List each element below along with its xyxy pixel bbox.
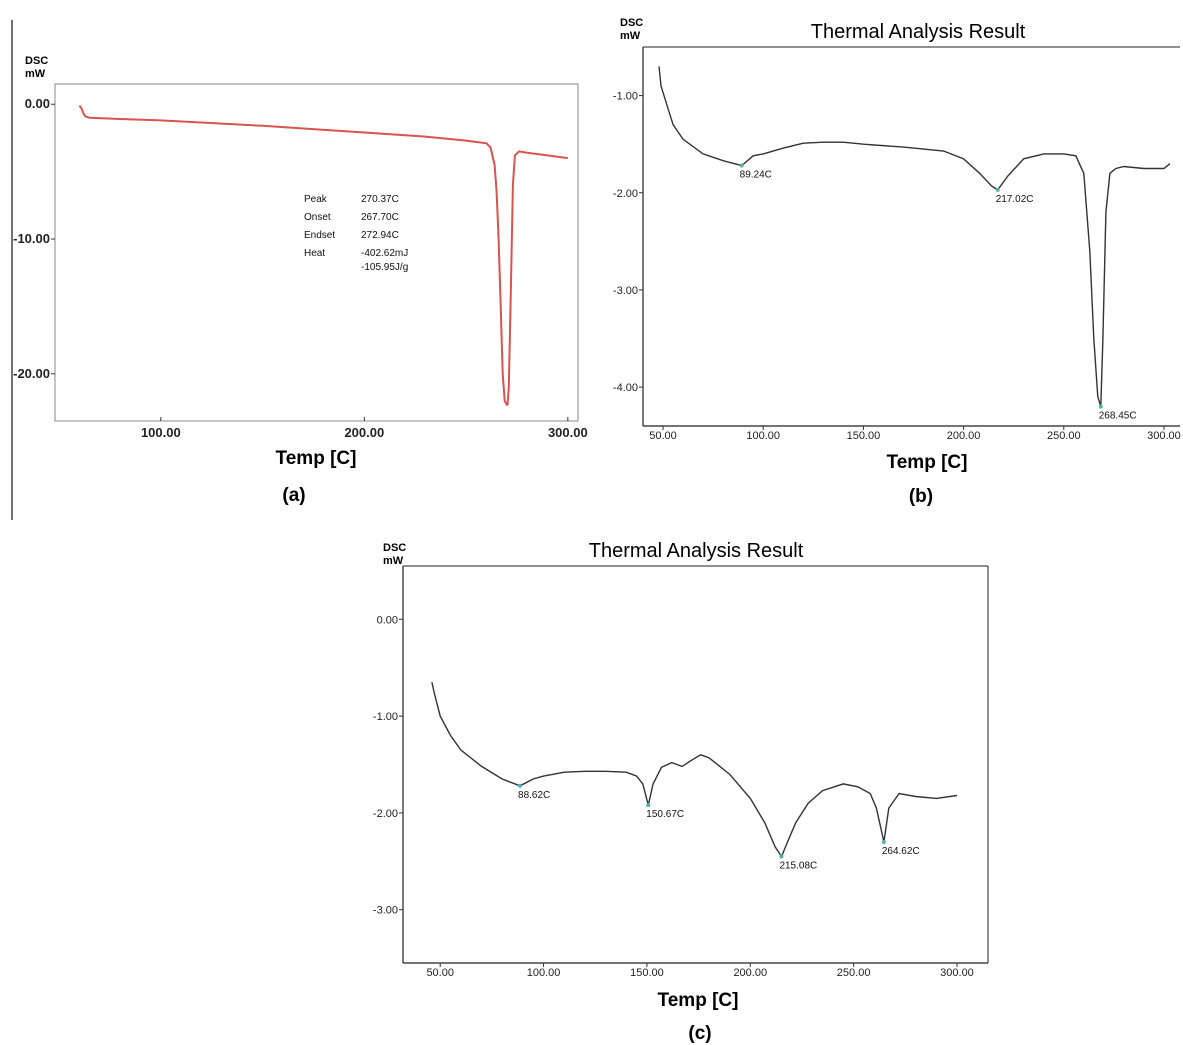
peak-label: 89.24C [740, 170, 772, 181]
dsc-curve [431, 682, 958, 858]
annotation-label: Heat [304, 248, 325, 259]
x-tick-label: 300.00 [940, 967, 974, 979]
y-tick-label: -20.00 [13, 366, 50, 381]
annotation-value: 270.37C [361, 194, 399, 205]
panel-label: (c) [688, 1023, 711, 1044]
x-tick-label: 300.00 [1147, 430, 1181, 442]
peak-marker [779, 854, 784, 859]
chart-title: Thermal Analysis Result [589, 540, 804, 562]
peak-marker [739, 163, 744, 168]
x-tick-label: 250.00 [837, 967, 871, 979]
x-tick-label: 200.00 [733, 967, 767, 979]
chart-panel-b: DSC mW Thermal Analysis Result 50.00 100.… [613, 17, 1181, 507]
annotation-value: 272.94C [361, 230, 399, 241]
y-axis-label-line1: DSC [383, 542, 406, 554]
panel-label: (b) [909, 486, 933, 507]
peak-marker [518, 783, 523, 788]
x-axis-label: Temp [C] [276, 448, 357, 469]
y-tick-label: -1.00 [373, 711, 398, 723]
y-axis-label-line2: mW [25, 68, 46, 80]
y-tick-label: -2.00 [373, 808, 398, 820]
y-tick-label: 0.00 [25, 96, 50, 111]
chart-title: Thermal Analysis Result [811, 21, 1026, 43]
peak-marker [881, 839, 886, 844]
annotation-label: Endset [304, 230, 335, 241]
annotation-value: -105.95J/g [361, 262, 408, 273]
peak-marker [995, 187, 1000, 192]
annotation-label: Peak [304, 194, 328, 205]
y-axis-label-line2: mW [620, 30, 641, 42]
plot-frame [54, 83, 579, 422]
x-tick-label: 50.00 [426, 967, 454, 979]
annotation-label: Onset [304, 212, 331, 223]
y-tick-label: -4.00 [613, 382, 638, 394]
peak-label: 268.45C [1099, 411, 1137, 422]
x-tick-label: 300.00 [548, 425, 588, 440]
x-tick-label: 200.00 [344, 425, 384, 440]
y-axis-label-line1: DSC [25, 55, 48, 67]
x-tick-label: 150.00 [630, 967, 664, 979]
dsc-curve [658, 66, 1171, 407]
x-axis-label: Temp [C] [658, 990, 739, 1011]
y-tick-label: -10.00 [13, 231, 50, 246]
x-tick-label: 100.00 [141, 425, 181, 440]
y-tick-label: -3.00 [373, 905, 398, 917]
x-tick-label: 50.00 [649, 430, 677, 442]
peak-label: 215.08C [779, 860, 817, 871]
peak-marker [646, 803, 651, 808]
x-axis-label: Temp [C] [887, 452, 968, 473]
x-tick-label: 150.00 [847, 430, 881, 442]
dsc-curve [78, 104, 568, 406]
annotation-value: 267.70C [361, 212, 399, 223]
x-tick-label: 100.00 [527, 967, 561, 979]
y-tick-label: -1.00 [613, 91, 638, 103]
peak-label: 264.62C [882, 846, 920, 857]
annotation-value: -402.62mJ [361, 248, 408, 259]
chart-panel-a: DSC mW 100.00 200.00 300.00 0.00 -10.00 -20.0… [13, 55, 588, 506]
y-tick-label: -3.00 [613, 285, 638, 297]
panel-label: (a) [282, 485, 305, 506]
y-axis-label-line1: DSC [620, 17, 643, 29]
y-tick-label: 0.00 [377, 614, 398, 626]
peak-label: 217.02C [996, 194, 1034, 205]
chart-panel-c: DSC mW Thermal Analysis Result 50.00 100.… [373, 540, 989, 1044]
x-tick-label: 250.00 [1047, 430, 1081, 442]
peak-marker [1098, 404, 1103, 409]
x-tick-label: 200.00 [947, 430, 981, 442]
peak-label: 88.62C [518, 790, 550, 801]
y-axis-label-line2: mW [383, 555, 404, 567]
x-tick-label: 100.00 [746, 430, 780, 442]
peak-label: 150.67C [646, 809, 684, 820]
y-tick-label: -2.00 [613, 188, 638, 200]
